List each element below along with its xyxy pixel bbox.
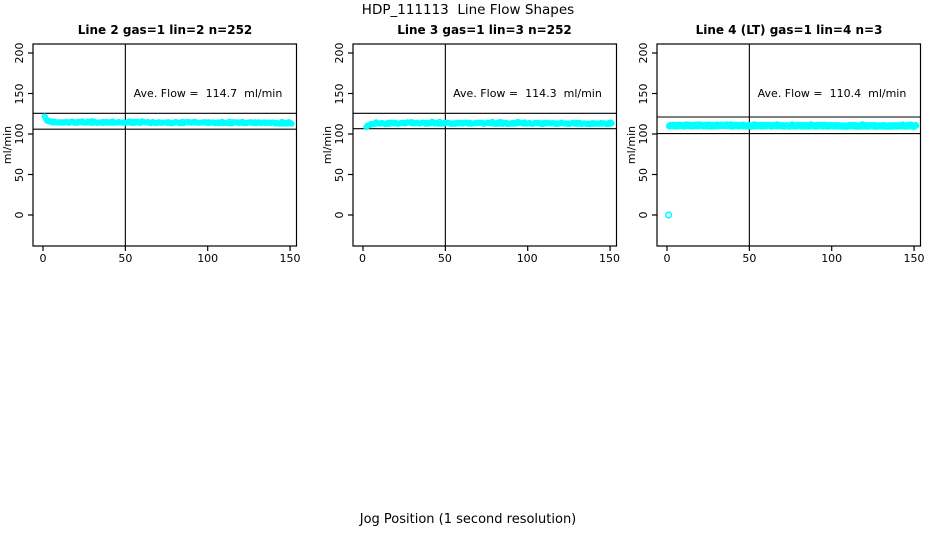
panel-line4: Line 4 (LT) gas=1 lin=4 n=3 ml/min Ave. … bbox=[624, 20, 936, 290]
panel-line2-title: Line 2 gas=1 lin=2 n=252 bbox=[77, 23, 253, 37]
panel-line4-ave-flow-annotation: Ave. Flow = 110.4 ml/min bbox=[757, 87, 907, 100]
x-tick-label: 0 bbox=[663, 252, 671, 265]
outlier-data-point bbox=[664, 211, 673, 219]
panel-line2-ave-flow-annotation: Ave. Flow = 114.7 ml/min bbox=[133, 87, 283, 100]
x-tick-label: 50 bbox=[742, 252, 757, 265]
x-tick-label: 50 bbox=[437, 252, 452, 265]
x-tick-label: 100 bbox=[197, 252, 219, 265]
panel-line3-title: Line 3 gas=1 lin=3 n=252 bbox=[397, 23, 572, 37]
plot-box bbox=[656, 43, 922, 247]
flow-data-point bbox=[608, 120, 615, 127]
panel-line3: Line 3 gas=1 lin=3 n=252 ml/min Ave. Flo… bbox=[320, 20, 632, 290]
flow-data-point bbox=[288, 120, 295, 127]
panel-line4-title: Line 4 (LT) gas=1 lin=4 n=3 bbox=[695, 23, 883, 37]
panel-line3-ave-flow-annotation: Ave. Flow = 114.3 ml/min bbox=[453, 87, 602, 100]
x-tick-label: 0 bbox=[39, 252, 47, 265]
chart-title: HDP_111113 Line Flow Shapes bbox=[361, 2, 575, 18]
x-tick-label: 150 bbox=[599, 252, 621, 265]
x-tick-label: 50 bbox=[118, 252, 133, 265]
panel-line3-plot-area bbox=[347, 43, 617, 251]
panel-line2-plot-area bbox=[28, 43, 298, 251]
plot-box bbox=[351, 43, 617, 247]
x-tick-label: 150 bbox=[903, 252, 925, 265]
panel-line4-plot-area bbox=[652, 43, 922, 251]
x-tick-label: 100 bbox=[821, 252, 843, 265]
plot-box bbox=[32, 43, 298, 247]
x-tick-label: 0 bbox=[359, 252, 366, 265]
panel-line2: Line 2 gas=1 lin=2 n=252 ml/min Ave. Flo… bbox=[0, 20, 312, 290]
x-axis-title: Jog Position (1 second resolution) bbox=[359, 512, 577, 527]
x-tick-label: 100 bbox=[516, 252, 538, 265]
flow-data-point bbox=[912, 121, 920, 130]
x-tick-label: 150 bbox=[279, 252, 301, 265]
